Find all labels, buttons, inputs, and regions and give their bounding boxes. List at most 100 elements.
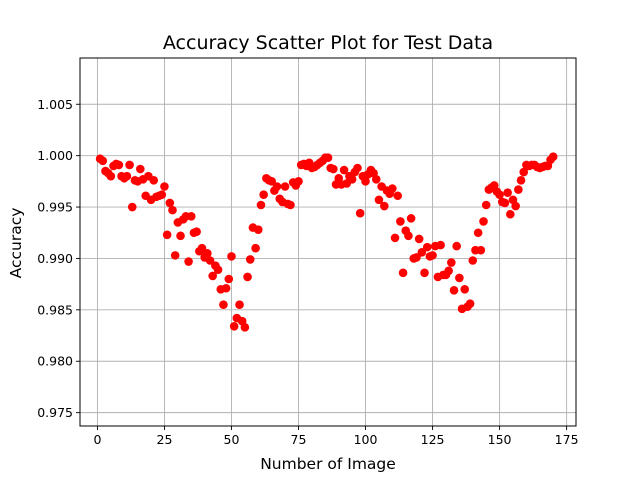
data-point [213,265,223,275]
data-point [503,188,512,197]
data-point [114,160,124,170]
data-point [125,160,134,170]
x-tick-label: 150 [488,432,512,447]
y-tick-label: 0.990 [37,251,73,266]
x-tick-label: 125 [421,432,445,447]
data-point [347,174,357,184]
y-tick-label: 0.995 [37,200,73,215]
data-point [272,182,282,191]
y-tick-label: 0.985 [37,302,73,317]
data-point [476,245,486,255]
data-point [473,228,483,238]
data-point [388,184,397,193]
data-point [208,271,218,281]
axis-ticks: 0 25 50 75 100 125 150 175 0.975 0.980 0.985 0.990 0… [37,97,578,447]
x-tick-label: 175 [555,432,579,447]
data-point [455,273,464,283]
data-point [106,171,116,181]
data-point [548,152,558,161]
y-axis-label: Accuracy [7,208,25,279]
chart-title: Accuracy Scatter Plot for Test Data [163,32,493,54]
data-point [122,171,132,181]
data-point [251,243,260,253]
data-point [294,177,303,186]
data-point [253,225,263,234]
y-tick-label: 0.980 [37,354,73,369]
data-point [444,266,453,276]
data-point [353,163,362,173]
data-point [380,201,389,211]
data-point [245,255,255,264]
data-point [205,256,215,265]
data-point [516,176,526,185]
data-point [235,300,244,310]
data-point [280,182,290,191]
data-point [227,252,236,261]
data-point [460,284,470,294]
data-point [224,274,234,284]
data-point [149,176,159,185]
data-point [160,182,169,191]
data-point [256,200,266,210]
data-point [495,190,504,200]
y-tick-label: 1.005 [37,97,73,112]
data-point [323,153,333,163]
data-point [374,195,384,205]
data-point [417,247,427,257]
data-point [412,253,421,262]
data-point [355,208,365,218]
data-point [259,190,268,200]
x-tick-label: 100 [354,432,378,447]
data-point [127,202,137,212]
data-point [465,299,475,308]
x-tick-label: 75 [291,432,307,447]
plot-area-frame [79,57,577,427]
data-point [219,300,228,310]
data-point [286,200,295,210]
data-point [398,268,408,278]
data-point [396,217,405,226]
data-point [519,167,529,177]
data-point [436,240,445,250]
data-point [339,165,349,175]
x-tick-label: 25 [157,432,173,447]
data-point [98,156,108,166]
data-point [447,258,456,267]
data-point [406,214,416,223]
data-point [165,198,175,208]
data-point [390,233,400,243]
data-point [422,242,432,252]
data-point [157,190,167,200]
y-tick-label: 1.000 [37,148,73,163]
data-point [500,198,510,208]
data-point [404,231,413,241]
x-axis-label: Number of Image [260,455,396,473]
x-tick-label: 50 [224,432,240,447]
data-point [192,227,201,237]
data-point [170,251,180,260]
data-point [506,209,515,219]
data-point [203,249,212,258]
data-point [449,286,459,295]
data-point [136,164,145,174]
data-point [420,268,429,278]
data-point [162,230,172,240]
data-point [452,241,461,251]
y-tick-label: 0.975 [37,405,73,420]
data-points [95,152,558,332]
data-point [186,212,196,221]
data-point [240,323,250,332]
data-point [221,283,231,293]
data-point [361,177,370,186]
data-point [393,191,403,201]
data-point [479,217,488,226]
data-point [511,201,520,211]
data-point [168,205,177,215]
data-point [414,234,424,244]
data-point [468,256,478,265]
data-point [514,185,523,194]
data-point [197,243,207,253]
data-point [481,200,491,210]
